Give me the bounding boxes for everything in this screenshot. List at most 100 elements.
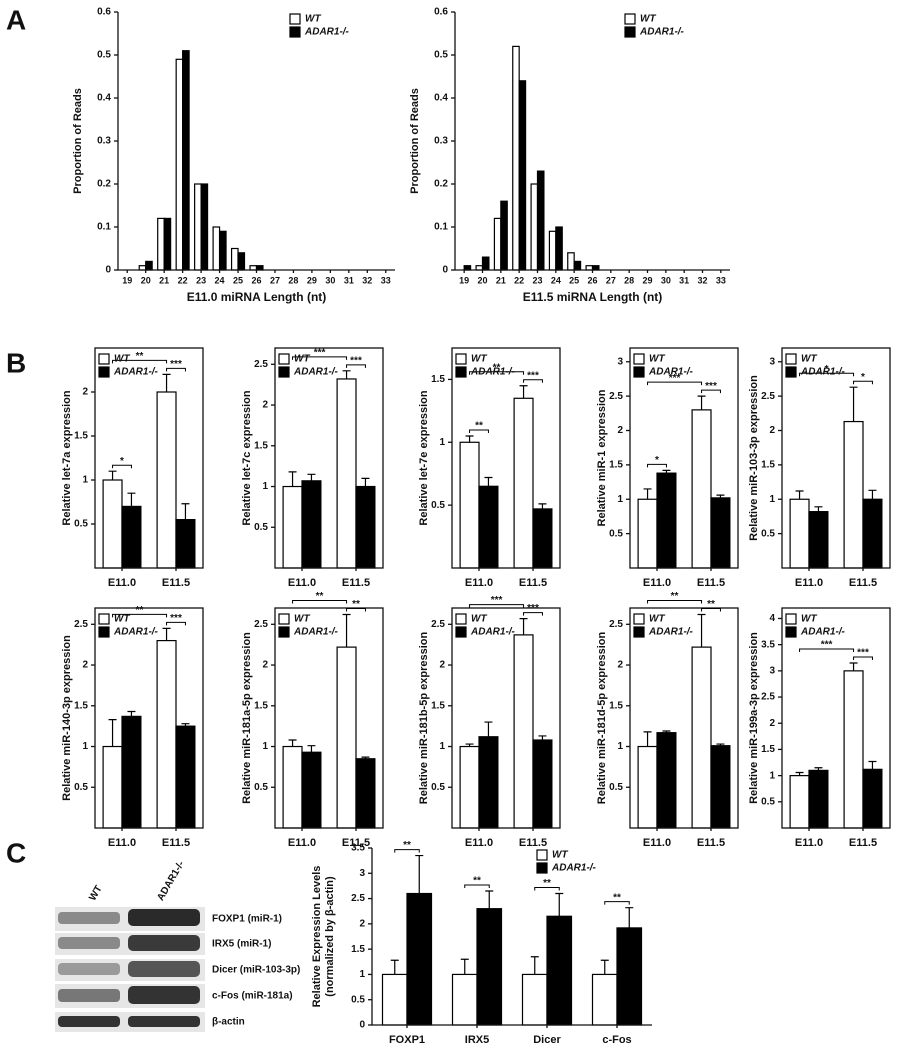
x-tick-label: 19 — [459, 275, 469, 285]
bar — [200, 183, 209, 271]
bar — [567, 252, 575, 271]
significance-label: *** — [527, 370, 539, 381]
blot-band — [58, 963, 120, 975]
legend-swatch — [278, 366, 290, 378]
significance-bracket — [166, 367, 186, 372]
error-bar — [795, 490, 804, 500]
bar — [451, 973, 478, 1026]
blot-band — [128, 961, 200, 977]
error-bar — [530, 956, 539, 975]
significance-label: *** — [170, 613, 182, 624]
error-bar — [538, 735, 547, 740]
significance-bracket — [523, 379, 543, 383]
bar — [548, 230, 557, 271]
bar — [218, 230, 227, 271]
error-bar — [814, 767, 823, 771]
bar — [237, 252, 246, 271]
significance-bracket — [523, 612, 543, 616]
blot-band — [58, 912, 120, 924]
y-tick-label: 2.5 — [74, 619, 88, 630]
bar — [808, 511, 829, 569]
significance-label: ** — [403, 840, 411, 851]
panel-label: A — [6, 4, 26, 35]
x-tick-label: 21 — [159, 275, 169, 285]
y-tick-label: 0.3 — [434, 136, 448, 147]
y-tick-label: 2.5 — [609, 391, 623, 402]
x-tick-label: 22 — [178, 275, 188, 285]
plot-frame — [94, 347, 204, 569]
error-bar — [127, 492, 136, 507]
error-bar — [342, 370, 351, 379]
error-bar — [697, 395, 706, 410]
x-tick-label: 32 — [362, 275, 372, 285]
legend-swatch — [633, 366, 645, 378]
legend-label: WT — [114, 614, 130, 625]
y-tick-label: 1.5 — [254, 700, 268, 711]
error-bar — [538, 503, 547, 509]
bar — [637, 745, 658, 829]
panel-label: C — [6, 837, 26, 868]
error-bar — [465, 743, 474, 747]
lane-label: WT — [87, 884, 104, 903]
legend-label: WT — [801, 354, 817, 365]
y-tick-label: 0.3 — [97, 136, 111, 147]
y-tick-label: 1.5 — [431, 374, 445, 385]
significance-label: * — [825, 364, 829, 375]
x-tick-label: E11.0 — [465, 577, 493, 589]
bar-chart: 0 0.5 1 1.5 2 2.5 3 3.5 FOXP1 IRX5 Dicer c-Fos ** ** *… — [311, 840, 652, 1046]
bar — [175, 518, 196, 569]
legend-swatch — [98, 366, 110, 378]
x-tick-label: 21 — [496, 275, 506, 285]
y-tick-label: 0 — [359, 1020, 365, 1031]
significance-bracket — [469, 429, 489, 433]
x-tick-label: 33 — [381, 275, 391, 285]
x-tick-label: 32 — [697, 275, 707, 285]
legend-label: ADAR1-/- — [113, 627, 159, 638]
y-tick-label: 1.5 — [609, 460, 623, 471]
y-tick-label: 1 — [82, 475, 88, 486]
bar — [459, 745, 480, 829]
legend-swatch — [536, 849, 548, 861]
bar — [230, 247, 239, 271]
bar — [481, 256, 490, 271]
y-tick-label: 0.1 — [434, 222, 448, 233]
bar — [182, 50, 190, 271]
significance-bracket — [346, 364, 366, 368]
bar — [406, 892, 433, 1026]
y-tick-label: 2 — [769, 425, 775, 436]
y-tick-label: 0.2 — [434, 179, 448, 190]
y-axis-label: Relative let-7c expression — [241, 390, 253, 525]
legend-label: ADAR1-/- — [551, 863, 597, 874]
legend-swatch — [98, 613, 110, 625]
y-axis-label: Relative miR-181a-5p expression — [241, 632, 253, 804]
y-axis-label: Relative miR-103-3p expression — [748, 375, 760, 541]
significance-label: *** — [857, 648, 869, 659]
significance-label: * — [120, 456, 124, 467]
bar — [532, 508, 553, 569]
y-tick-label: 1 — [82, 741, 88, 752]
x-tick-label: FOXP1 — [389, 1034, 425, 1046]
significance-bracket — [166, 621, 186, 626]
y-axis-label: Relative Expression Levels — [311, 866, 323, 1008]
y-tick-label: 0.5 — [761, 796, 775, 807]
y-tick-label: 0.5 — [431, 500, 445, 511]
error-bar — [868, 760, 877, 770]
y-tick-label: 0.5 — [74, 782, 88, 793]
legend-label: ADAR1-/- — [470, 367, 516, 378]
legend-swatch — [278, 626, 290, 638]
error-bar — [643, 731, 652, 747]
significance-bracket — [799, 372, 855, 377]
bar — [789, 498, 810, 569]
error-bar — [288, 471, 297, 487]
x-tick-label: 29 — [642, 275, 652, 285]
y-axis-label: Relative let-7a expression — [61, 390, 73, 525]
significance-label: * — [655, 455, 659, 466]
bar-chart: 0.5 1 1.5 2 2.5 E11.0 E11.5 *** *** Relative miR-… — [418, 595, 561, 849]
plot-frame — [94, 607, 204, 829]
significance-label: ** — [671, 591, 679, 602]
x-tick-label: 28 — [288, 275, 298, 285]
plot-frame — [781, 607, 891, 829]
error-bar — [162, 373, 171, 392]
significance-label: ** — [136, 351, 144, 362]
